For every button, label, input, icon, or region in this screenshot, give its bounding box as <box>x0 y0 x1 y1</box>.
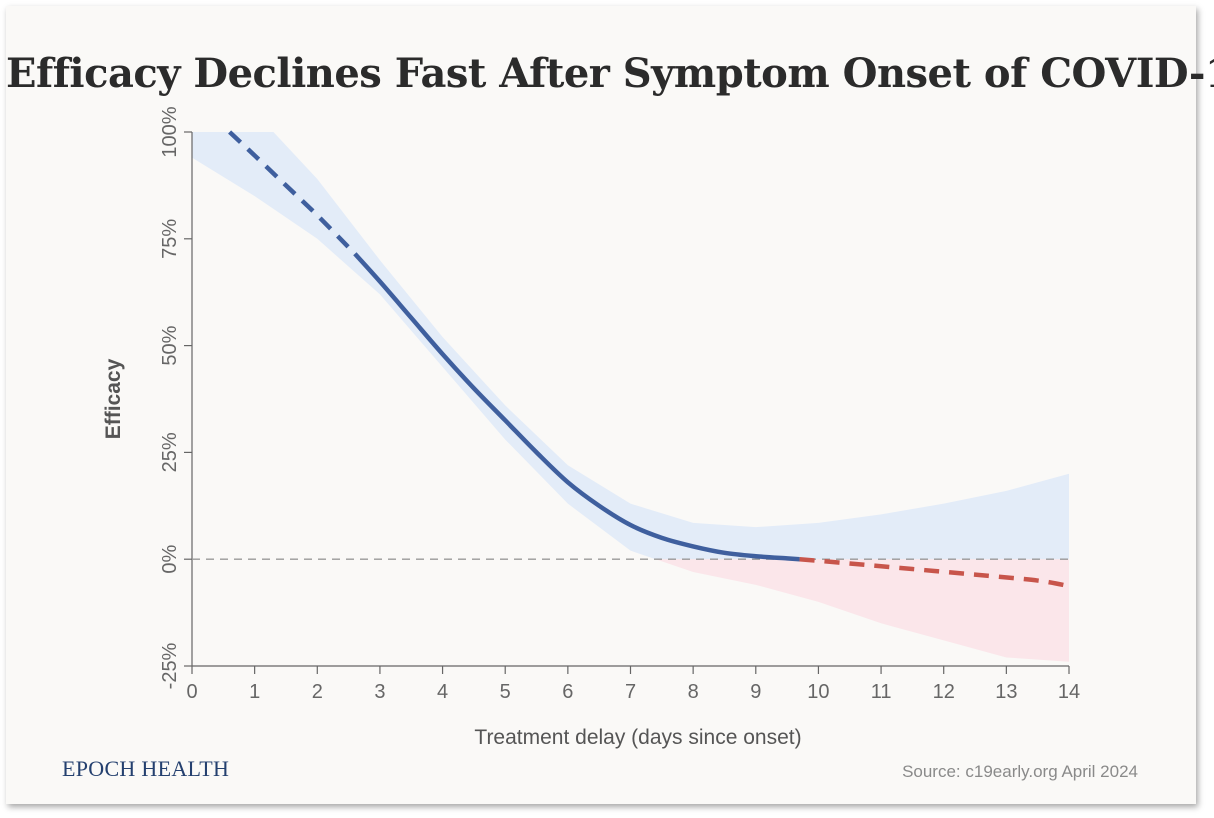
y-tick-label: 50% <box>159 325 181 365</box>
x-axis-label: Treatment delay (days since onset) <box>474 726 801 749</box>
x-tick-label: 10 <box>807 681 829 703</box>
x-tick-label: 7 <box>625 681 636 703</box>
x-tick-label: 4 <box>437 681 448 703</box>
source-note: Source: c19early.org April 2024 <box>902 762 1138 781</box>
confidence-band-positive <box>192 132 1069 560</box>
x-tick-label: 3 <box>374 681 385 703</box>
x-tick-label: 1 <box>249 681 260 703</box>
y-tick-label: 0% <box>159 545 181 574</box>
y-axis-label: Efficacy <box>102 358 125 439</box>
y-tick-label: 75% <box>159 219 181 259</box>
x-tick-label: 6 <box>562 681 573 703</box>
series-line-0 <box>228 130 357 256</box>
x-tick-label: 12 <box>933 681 955 703</box>
chart-card: Efficacy Declines Fast After Symptom Ons… <box>6 6 1214 804</box>
x-tick-label: 2 <box>312 681 323 703</box>
chart-title: Efficacy Declines Fast After Symptom Ons… <box>6 50 1214 97</box>
confidence-band-negative <box>655 559 1069 662</box>
x-tick-label: 14 <box>1058 681 1080 703</box>
x-tick-label: 9 <box>750 681 761 703</box>
y-tick-label: 25% <box>159 432 181 472</box>
x-tick-label: 11 <box>871 681 892 703</box>
y-tick-label: -25% <box>159 642 181 689</box>
y-tick-label: 100% <box>159 106 181 157</box>
efficacy-chart: 0 1 2 3 4 5 6 7 8 9 10 11 12 13 14 -25%0%25%50%75%100%… <box>102 106 1080 749</box>
x-tick-label: 13 <box>995 681 1017 703</box>
x-tick-label: 0 <box>186 681 197 703</box>
x-tick-label: 5 <box>500 681 511 703</box>
x-tick-label: 8 <box>688 681 699 703</box>
publisher-logo: EPOCH HEALTH <box>62 756 230 781</box>
series-line-1 <box>353 252 800 562</box>
